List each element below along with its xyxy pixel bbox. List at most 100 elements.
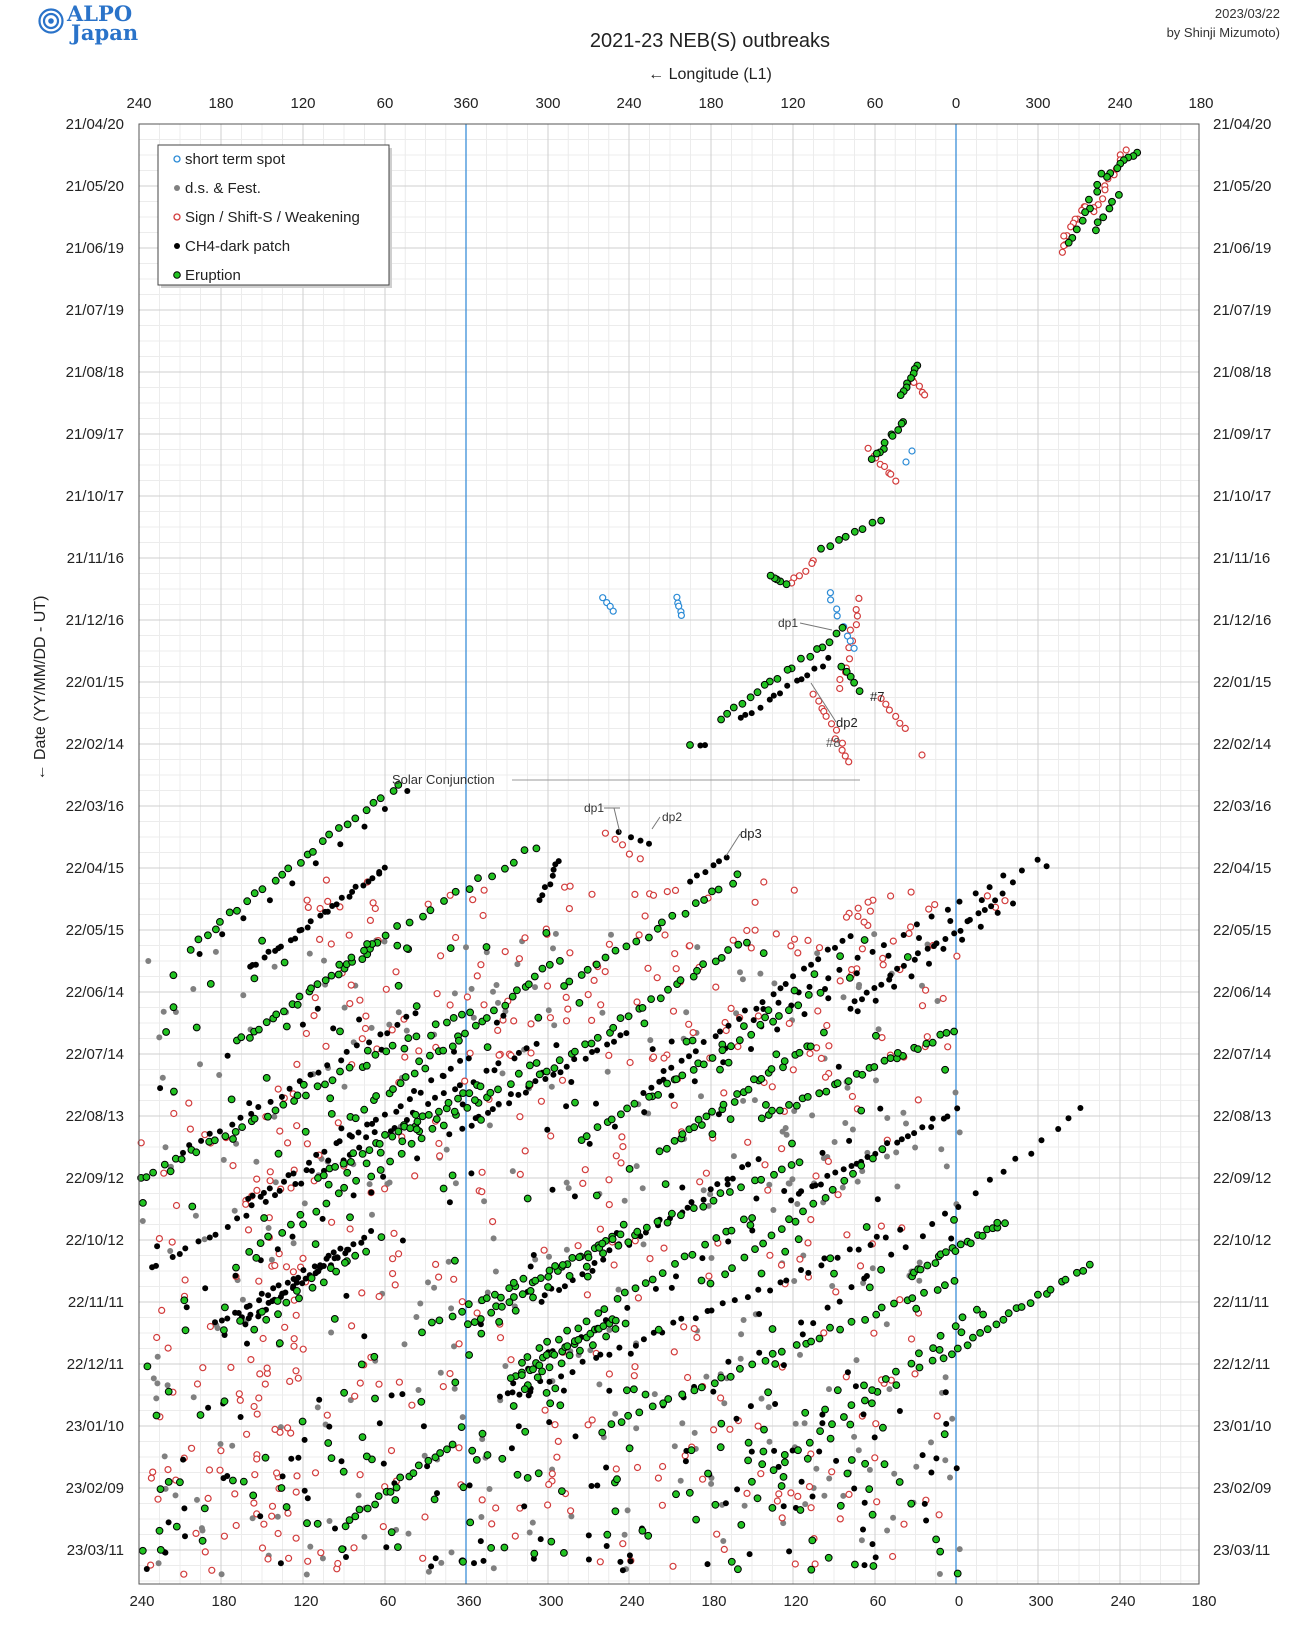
data-point-red — [294, 1374, 302, 1382]
data-point-green — [381, 1131, 389, 1139]
data-point-gray — [928, 1439, 934, 1446]
data-point-green — [780, 1451, 789, 1459]
data-point-green — [583, 965, 592, 974]
data-point-green — [430, 1495, 439, 1504]
data-point-gray — [484, 1289, 491, 1296]
data-point-green — [468, 1446, 477, 1455]
data-point-green — [672, 1490, 680, 1499]
y-tick-label-left: 22/03/16 — [66, 798, 124, 815]
data-point-black — [861, 1562, 868, 1569]
data-point-gray — [947, 1474, 953, 1481]
data-point-green — [592, 960, 601, 969]
data-point-red — [815, 697, 823, 705]
data-point-gray — [366, 1181, 373, 1188]
data-point-green — [372, 1092, 381, 1100]
data-point-gray — [813, 1465, 820, 1472]
data-point-black — [255, 1104, 262, 1110]
data-point-green — [979, 1310, 987, 1319]
data-point-green — [654, 1091, 662, 1099]
data-point-green — [264, 1232, 273, 1241]
data-point-black — [275, 1282, 282, 1289]
data-point-green — [719, 1100, 728, 1109]
data-point-black — [493, 1019, 500, 1026]
data-point-gray — [700, 1187, 707, 1194]
data-point-black — [266, 897, 273, 904]
data-point-green — [815, 1334, 824, 1343]
data-point-red — [596, 1225, 605, 1233]
data-point-green — [477, 1329, 486, 1338]
data-point-green — [340, 1183, 349, 1192]
data-point-gray — [821, 1492, 828, 1499]
data-point-green — [862, 1223, 871, 1231]
data-point-black — [446, 1131, 453, 1138]
data-point-green — [407, 1139, 416, 1148]
data-point-black — [771, 1447, 778, 1454]
data-point-green — [443, 1018, 451, 1027]
data-point-black — [337, 1245, 344, 1252]
data-point-green — [976, 1329, 984, 1337]
data-point-black — [465, 1055, 472, 1062]
data-point-black — [198, 1137, 205, 1144]
data-point-green — [358, 955, 367, 963]
data-point-red — [345, 931, 353, 939]
data-point-black — [456, 1082, 463, 1089]
data-point-gray — [943, 1163, 950, 1170]
data-point-green — [594, 1309, 603, 1317]
data-point-green — [482, 1294, 491, 1302]
data-point-black — [552, 861, 559, 868]
data-point-green — [581, 1040, 589, 1049]
data-point-red — [446, 891, 454, 899]
data-point-green — [551, 1384, 560, 1393]
data-point-red — [631, 1363, 639, 1371]
data-point-green — [336, 1067, 344, 1076]
data-point-gray — [866, 1466, 873, 1473]
data-point-green — [668, 1209, 676, 1218]
data-point-red — [566, 882, 574, 890]
data-point-black — [600, 1256, 607, 1263]
data-point-black — [678, 1057, 685, 1064]
data-point-green — [529, 1365, 537, 1374]
data-point-blue — [833, 605, 841, 613]
data-point-black — [252, 961, 259, 968]
data-point-gray — [381, 938, 388, 945]
data-point-red — [253, 1186, 261, 1195]
data-point-green — [837, 662, 846, 671]
data-point-black — [724, 1181, 731, 1188]
data-point-green — [389, 1085, 397, 1093]
x-tick-label-top: 240 — [616, 95, 641, 112]
data-point-black — [424, 1463, 431, 1470]
data-point-red — [172, 1201, 181, 1210]
data-point-gray — [154, 1353, 161, 1360]
data-point-red — [805, 1482, 814, 1491]
data-point-red — [395, 1378, 403, 1386]
data-point-gray — [737, 969, 743, 976]
data-point-red — [744, 1138, 752, 1146]
data-point-black — [834, 1254, 841, 1261]
data-point-green — [313, 1082, 322, 1091]
data-point-green — [362, 1159, 371, 1168]
data-point-green — [950, 1216, 958, 1224]
data-point-red — [900, 1520, 908, 1528]
data-point-green — [796, 1506, 805, 1514]
data-point-green — [483, 1451, 492, 1459]
y-tick-label-left: 22/04/15 — [66, 860, 124, 877]
data-point-red — [562, 1017, 571, 1025]
data-point-black — [684, 1204, 691, 1211]
data-point-red — [871, 1454, 879, 1462]
logo-line-alpo: ALPO — [67, 1, 133, 26]
data-point-red — [823, 1021, 831, 1030]
data-point-black — [585, 1556, 592, 1563]
data-point-green — [753, 688, 762, 697]
data-point-green — [682, 1037, 691, 1046]
data-point-gray — [758, 1395, 765, 1402]
data-point-green — [278, 870, 287, 879]
data-point-black — [808, 961, 815, 968]
data-point-green — [338, 1545, 347, 1554]
data-point-black — [832, 944, 838, 951]
data-point-red — [611, 835, 619, 843]
data-point-green — [371, 1394, 379, 1403]
data-point-black — [692, 1048, 699, 1055]
data-point-green — [293, 1287, 301, 1295]
data-point-black — [591, 1260, 598, 1266]
data-point-green — [685, 1488, 694, 1497]
